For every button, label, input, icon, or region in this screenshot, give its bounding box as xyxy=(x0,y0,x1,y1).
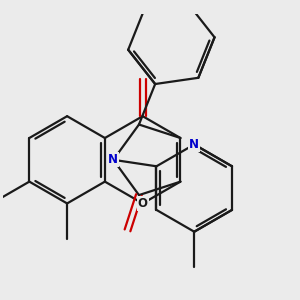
Text: N: N xyxy=(108,153,118,166)
Text: O: O xyxy=(138,197,148,210)
Text: N: N xyxy=(189,138,199,151)
